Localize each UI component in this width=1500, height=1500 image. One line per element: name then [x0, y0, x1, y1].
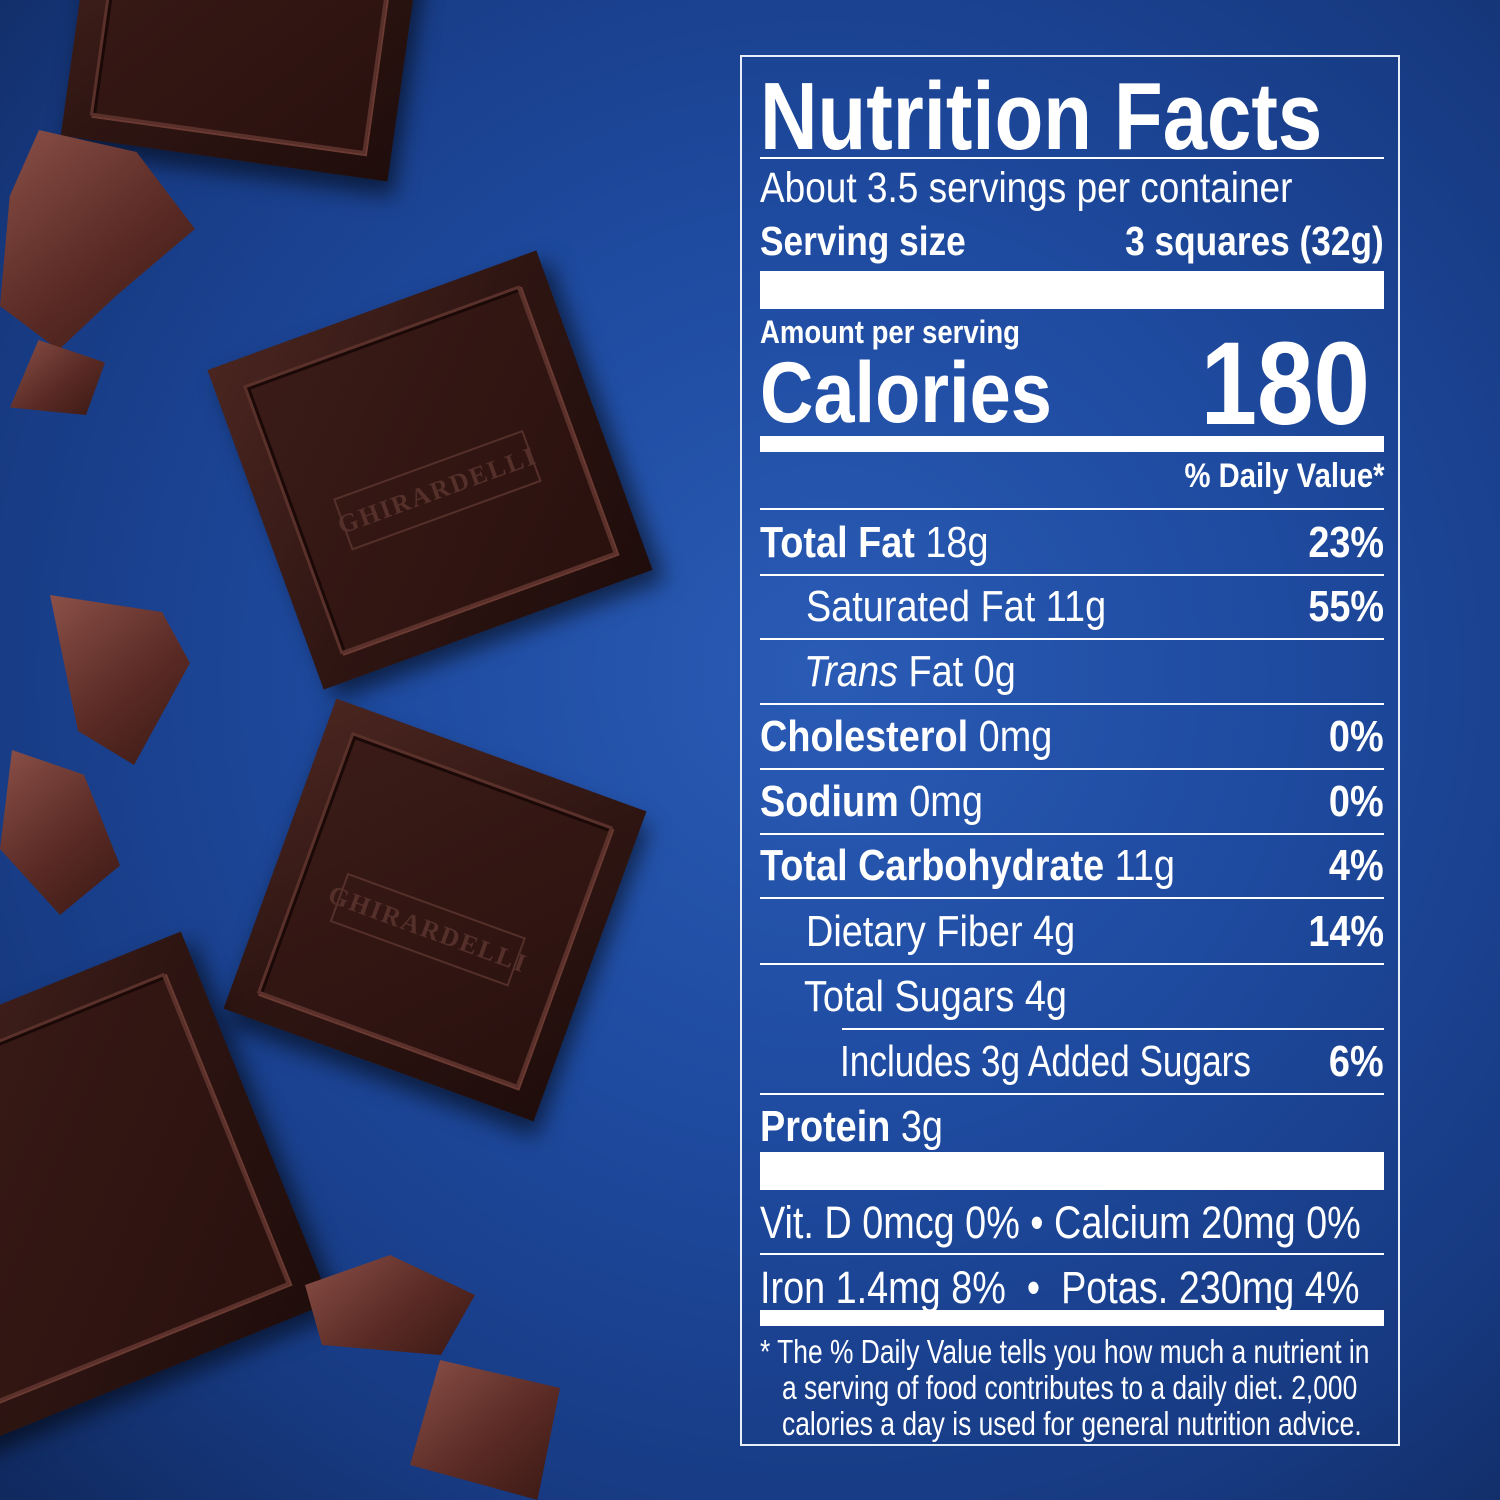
dv-cholesterol: 0%	[1329, 712, 1384, 761]
serving-size-label: Serving size	[760, 218, 966, 264]
chocolate-chunk	[305, 1255, 475, 1355]
vitamins-line-2: Iron 1.4mg 8% • Potas. 230mg 4%	[760, 1262, 1360, 1313]
dv-dietary-fiber: 14%	[1308, 907, 1384, 956]
daily-value-header: % Daily Value*	[1184, 457, 1384, 495]
chocolate-chunk	[10, 340, 105, 415]
nutrient-added-sugars: Includes 3g Added Sugars	[840, 1037, 1251, 1086]
nutrient-saturated-fat: Saturated Fat 11g	[806, 582, 1107, 631]
nutrition-facts-panel: Nutrition Facts About 3.5 servings per c…	[740, 55, 1400, 1446]
dv-sodium: 0%	[1329, 777, 1384, 826]
chocolate-chunk	[0, 130, 195, 350]
dv-total-carbohydrate: 4%	[1329, 841, 1384, 890]
footnote-line-1: * The % Daily Value tells you how much a…	[760, 1333, 1370, 1370]
nutrient-total-carbohydrate: Total Carbohydrate 11g	[760, 841, 1175, 890]
label-title: Nutrition Facts	[760, 63, 1323, 170]
calories-label: Calories	[760, 345, 1052, 441]
servings-per-container: About 3.5 servings per container	[760, 164, 1293, 212]
dv-saturated-fat: 55%	[1308, 582, 1384, 631]
nutrient-sodium: Sodium 0mg	[760, 777, 983, 826]
footnote-line-3: calories a day is used for general nutri…	[782, 1405, 1362, 1442]
vitamins-line-1: Vit. D 0mcg 0% • Calcium 20mg 0%	[760, 1197, 1361, 1248]
nutrient-trans-fat: Trans Fat 0g	[804, 647, 1016, 696]
dv-added-sugars: 6%	[1329, 1037, 1384, 1086]
chocolate-square-lower: GHIRARDELLI	[223, 698, 647, 1122]
chocolate-chunk	[0, 750, 120, 915]
thick-divider	[760, 1152, 1384, 1190]
nutrient-total-sugars: Total Sugars 4g	[804, 972, 1067, 1021]
serving-size-value: 3 squares (32g)	[1125, 218, 1384, 264]
chocolate-square-middle: GHIRARDELLI	[207, 250, 653, 690]
nutrient-dietary-fiber: Dietary Fiber 4g	[806, 907, 1076, 956]
calories-value: 180	[1200, 318, 1370, 450]
nutrient-cholesterol: Cholesterol 0mg	[760, 712, 1053, 761]
footnote-line-2: a serving of food contributes to a daily…	[782, 1369, 1358, 1406]
divider	[760, 157, 1384, 159]
dv-total-fat: 23%	[1308, 518, 1384, 567]
thick-divider	[760, 1310, 1384, 1326]
nutrient-protein: Protein 3g	[760, 1102, 943, 1151]
thick-divider	[760, 271, 1384, 309]
nutrient-total-fat: Total Fat 18g	[760, 518, 989, 567]
chocolate-logo: GHIRARDELLI	[333, 430, 542, 551]
chocolate-chunk	[50, 595, 190, 765]
chocolate-logo: GHIRARDELLI	[324, 872, 532, 987]
thick-divider	[760, 436, 1384, 452]
chocolate-chunk	[410, 1360, 560, 1500]
amount-per-serving: Amount per serving	[760, 314, 1020, 350]
